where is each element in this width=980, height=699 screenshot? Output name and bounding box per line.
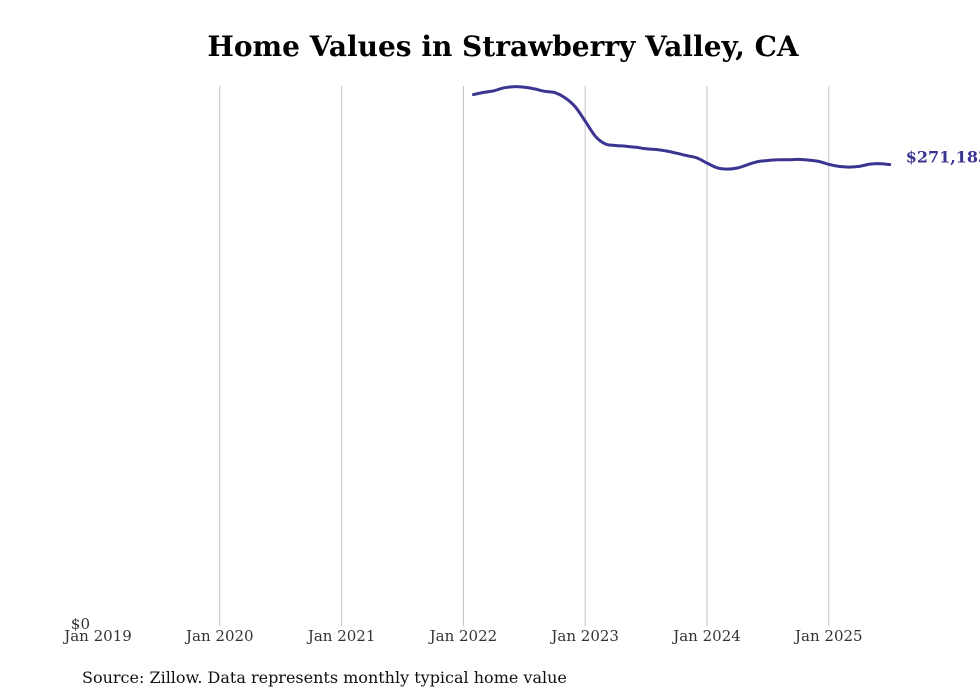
- x-tick-label: Jan 2020: [184, 627, 254, 645]
- x-tick-label: Jan 2025: [793, 627, 863, 645]
- source-note: Source: Zillow. Data represents monthly …: [82, 668, 567, 687]
- x-tick-label: Jan 2023: [549, 627, 619, 645]
- x-tick-label: Jan 2022: [428, 627, 498, 645]
- end-value-label: $271,183: [906, 148, 980, 167]
- x-tick-label: Jan 2019: [62, 627, 132, 645]
- y-tick-label: $0: [71, 615, 90, 633]
- x-tick-label: Jan 2021: [306, 627, 376, 645]
- x-tick-label: Jan 2024: [671, 627, 741, 645]
- series-line: [472, 85, 892, 171]
- chart-title: Home Values in Strawberry Valley, CA: [207, 30, 799, 63]
